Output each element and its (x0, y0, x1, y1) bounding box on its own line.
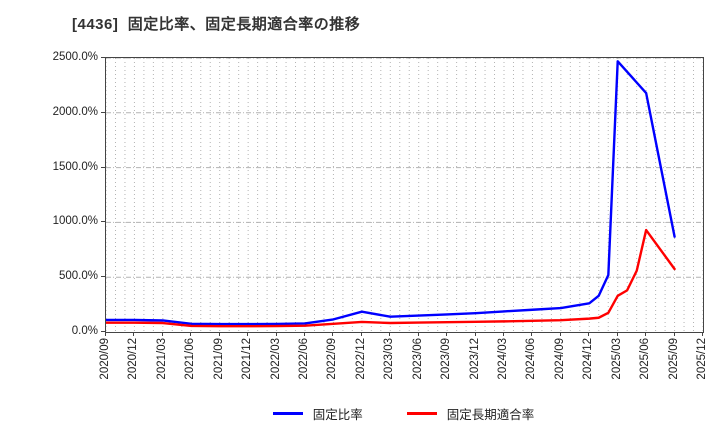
x-tick-mark (389, 332, 391, 336)
x-axis-label: 2024/06 (525, 338, 538, 380)
x-axis-label: 2025/12 (696, 338, 708, 380)
x-tick-mark (304, 332, 305, 336)
y-tick-mark (101, 111, 105, 113)
plot-area (105, 57, 704, 333)
chart-title: [4436] 固定比率、固定長期適合率の推移 (72, 16, 361, 33)
x-axis-label: 2023/12 (468, 338, 481, 380)
x-tick-mark (218, 332, 220, 336)
x-tick-mark (275, 332, 277, 336)
y-axis-label: 1500.0% (52, 160, 98, 173)
x-tick-mark (133, 332, 135, 336)
legend-line-swatch (272, 412, 303, 415)
x-axis-label: 2021/09 (212, 338, 225, 380)
x-axis-label: 2022/03 (269, 338, 282, 380)
x-tick-mark (446, 332, 448, 336)
x-axis-label: 2023/06 (411, 338, 424, 380)
y-axis-label: 2500.0% (52, 51, 98, 63)
x-tick-mark (588, 332, 590, 336)
x-tick-mark (417, 332, 419, 336)
series-固定比率 (106, 60, 676, 326)
legend-line-swatch (406, 412, 437, 415)
x-axis-label: 2020/09 (99, 338, 111, 380)
series-固定長期適合率 (106, 228, 676, 328)
x-axis-label: 2024/09 (553, 338, 566, 380)
x-tick-mark (673, 332, 675, 336)
y-axis-label: 500.0% (58, 270, 98, 283)
x-axis-label: 2021/12 (241, 338, 254, 380)
x-axis-label: 2021/03 (155, 338, 168, 380)
x-axis-label: 2022/12 (354, 338, 367, 380)
legend-item-fixed-longterm-ratio: 固定長期適合率 (406, 404, 535, 423)
x-axis-label: 2022/09 (326, 338, 339, 380)
x-axis-label: 2025/03 (610, 338, 623, 380)
y-axis-label: 1000.0% (52, 215, 98, 228)
y-tick-mark (101, 221, 105, 223)
x-tick-mark (360, 332, 362, 336)
legend-label: 固定比率 (312, 408, 363, 422)
legend-item-fixed-ratio: 固定比率 (272, 404, 363, 423)
y-tick-mark (101, 57, 105, 58)
x-axis-label: 2025/06 (639, 338, 652, 380)
x-tick-mark (503, 332, 504, 336)
x-axis-label: 2020/12 (127, 338, 140, 380)
x-tick-mark (247, 332, 249, 336)
x-axis-label: 2024/12 (582, 338, 595, 380)
x-tick-mark (702, 332, 703, 336)
x-axis-label: 2024/03 (497, 338, 509, 380)
y-axis-label: 0.0% (71, 325, 98, 337)
x-tick-mark (332, 332, 334, 336)
x-tick-mark (531, 332, 533, 336)
legend-label: 固定長期適合率 (446, 408, 535, 422)
x-axis-label: 2021/06 (184, 338, 197, 380)
legend: 固定比率 固定長期適合率 (105, 404, 702, 423)
x-tick-mark (190, 332, 192, 336)
y-tick-mark (101, 331, 105, 332)
x-tick-mark (616, 332, 618, 336)
x-axis-label: 2023/03 (383, 338, 396, 380)
x-tick-mark (474, 332, 476, 336)
plot-canvas (106, 58, 703, 332)
y-tick-mark (101, 276, 105, 278)
x-axis-label: 2025/09 (667, 338, 680, 380)
x-tick-mark (105, 332, 106, 336)
x-tick-mark (161, 332, 163, 336)
x-tick-mark (559, 332, 561, 336)
x-axis-label: 2022/06 (298, 338, 310, 380)
y-axis-label: 2000.0% (52, 105, 98, 118)
x-axis-label: 2023/09 (440, 338, 453, 380)
x-tick-mark (645, 332, 647, 336)
y-tick-mark (101, 166, 105, 168)
